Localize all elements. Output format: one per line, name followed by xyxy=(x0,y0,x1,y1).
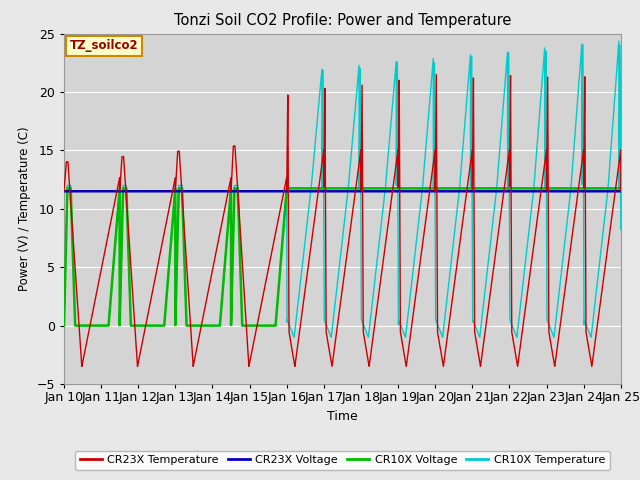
Legend: CR23X Temperature, CR23X Voltage, CR10X Voltage, CR10X Temperature: CR23X Temperature, CR23X Voltage, CR10X … xyxy=(75,451,610,469)
X-axis label: Time: Time xyxy=(327,409,358,422)
Text: TZ_soilco2: TZ_soilco2 xyxy=(70,39,138,52)
Y-axis label: Power (V) / Temperature (C): Power (V) / Temperature (C) xyxy=(18,127,31,291)
Title: Tonzi Soil CO2 Profile: Power and Temperature: Tonzi Soil CO2 Profile: Power and Temper… xyxy=(173,13,511,28)
